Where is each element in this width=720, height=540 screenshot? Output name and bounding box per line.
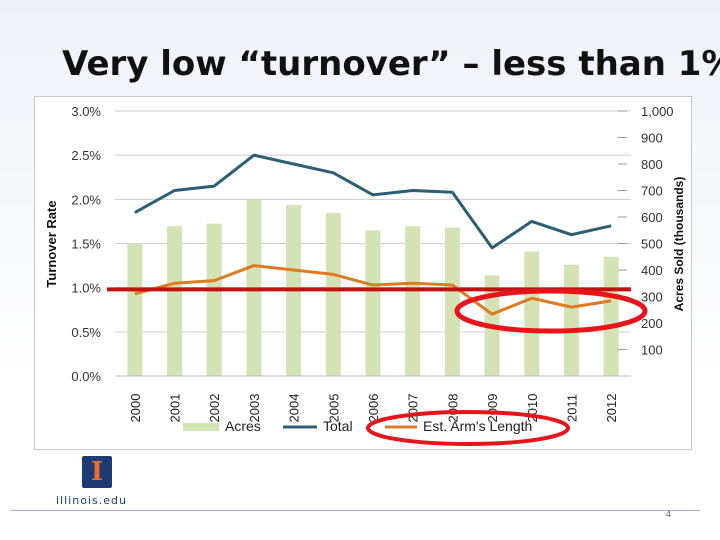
y2-axis-title: Acres Sold (thousands) — [672, 177, 686, 312]
y-tick-label: 1.0% — [71, 281, 101, 296]
legend-label-acres: Acres — [225, 418, 261, 434]
turnover-chart: 0.0% 0.5% 1.0% 1.5% 2.0% 2.5% 3.0% 100 200 300 400… — [44, 104, 686, 446]
x-tick-label: 2006 — [366, 394, 381, 423]
x-tick-label: 2007 — [406, 394, 421, 423]
y-tick-label: 0.0% — [71, 369, 101, 384]
y2-tick-label: 600 — [641, 210, 663, 225]
bar-acres — [365, 230, 381, 376]
y2-tick-label: 800 — [641, 157, 663, 172]
chart-annotations — [366, 288, 648, 446]
x-tick-label: 2002 — [207, 394, 222, 423]
page-number: 4 — [666, 509, 672, 519]
legend-label-total: Total — [323, 418, 353, 434]
y2-tick-label: 100 — [641, 343, 663, 358]
bar-acres — [127, 243, 143, 376]
bar-acres — [325, 213, 341, 376]
y-axis-title: Turnover Rate — [44, 200, 59, 287]
y2-tick-label: 300 — [641, 290, 663, 305]
y2-tick-label: 1,000 — [641, 104, 674, 119]
bar-acres — [444, 227, 460, 376]
line-total — [134, 153, 612, 250]
legend-label-arms-length: Est. Arm's Length — [423, 418, 532, 434]
line-arms-length — [134, 264, 612, 316]
footer-divider — [10, 510, 700, 511]
bar-acres — [603, 256, 619, 376]
bar-acres — [524, 251, 540, 376]
legend-swatch-acres — [183, 423, 219, 431]
x-tick-label: 2000 — [128, 394, 143, 423]
university-logo: I — [82, 456, 112, 488]
y-tick-label: 3.0% — [71, 104, 101, 119]
highlight-ellipse-data — [454, 288, 648, 334]
y-tick-label: 2.5% — [71, 148, 101, 163]
bar-acres — [167, 226, 183, 376]
slide-title: Very low “turnover” – less than 1% — [62, 44, 720, 84]
chart-frame: 0.0% 0.5% 1.0% 1.5% 2.0% 2.5% 3.0% 100 200 300 400… — [34, 96, 692, 450]
logo-text: illinois.edu — [56, 494, 127, 507]
chart-legend: Acres Total Est. Arm's Length — [183, 418, 532, 434]
y2-tick-label: 500 — [641, 237, 663, 252]
bar-acres — [206, 223, 222, 376]
y-tick-label: 2.0% — [71, 192, 101, 207]
y-tick-label: 0.5% — [71, 325, 101, 340]
y2-tick-label: 700 — [641, 184, 663, 199]
y-tick-label: 1.5% — [71, 237, 101, 252]
y2-tick-label: 900 — [641, 131, 663, 146]
chart-axes: 0.0% 0.5% 1.0% 1.5% 2.0% 2.5% 3.0% 100 200 300 400… — [44, 104, 686, 422]
bar-acres — [405, 226, 421, 376]
series-lines — [134, 153, 612, 316]
x-tick-label: 2011 — [564, 394, 579, 422]
x-tick-label: 2001 — [168, 394, 183, 423]
x-tick-label: 2004 — [287, 394, 302, 423]
x-tick-label: 2008 — [445, 394, 460, 423]
x-tick-label: 2003 — [247, 394, 262, 423]
x-tick-label: 2009 — [485, 394, 500, 423]
y2-tick-label: 400 — [641, 263, 663, 278]
highlight-ellipse-legend — [366, 410, 570, 446]
y2-tick-label: 200 — [641, 316, 663, 331]
bar-acres — [563, 264, 579, 376]
x-tick-label: 2012 — [604, 394, 619, 423]
x-tick-label: 2005 — [326, 394, 341, 423]
logo-letter: I — [90, 457, 104, 487]
